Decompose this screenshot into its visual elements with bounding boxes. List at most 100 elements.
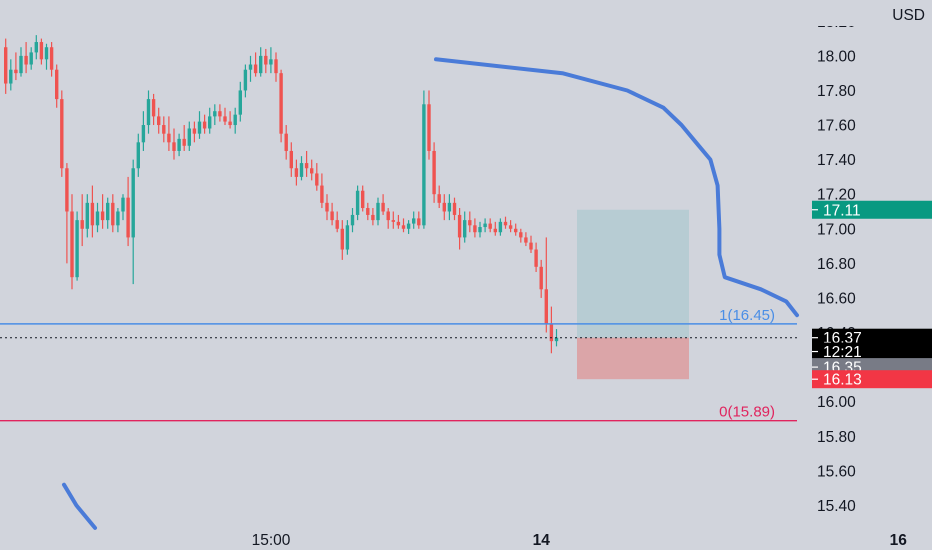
candle-body	[136, 142, 140, 169]
currency-label[interactable]: USD	[892, 7, 925, 24]
fib-level-0-label: 0(15.89)	[719, 404, 775, 421]
candle-down	[514, 223, 518, 236]
candle-body	[422, 104, 426, 226]
candle-up	[243, 64, 248, 98]
candle-down	[65, 163, 69, 264]
candle-body	[9, 69, 13, 84]
candle-body	[524, 237, 528, 243]
volume-profile-curve-upper	[434, 57, 799, 318]
candle-up	[136, 133, 140, 177]
candle-down	[488, 218, 492, 233]
candle-down	[361, 185, 365, 212]
stop-zone[interactable]	[577, 337, 689, 380]
candle-up	[269, 47, 273, 74]
candle-up	[376, 197, 380, 226]
price-tick-label: 17.00	[817, 221, 856, 238]
candle-up	[9, 59, 13, 91]
candle-down	[335, 211, 339, 233]
candle-down	[289, 142, 293, 177]
candle-body	[14, 69, 18, 74]
candle-body	[544, 289, 548, 324]
candle-body	[350, 214, 355, 226]
candle-up	[177, 133, 181, 157]
price-tag-green[interactable]: 17.11	[812, 200, 932, 220]
price-tick-label: 17.20	[817, 187, 856, 204]
candle-body	[493, 228, 497, 233]
candle-down	[401, 218, 406, 233]
candle-down	[55, 64, 59, 108]
candle-down	[340, 220, 344, 260]
candle-down	[304, 150, 309, 177]
candle-up	[116, 208, 120, 233]
candle-down	[253, 52, 258, 77]
candle-body	[146, 99, 151, 126]
candle-down	[442, 194, 446, 221]
candle-down	[24, 42, 28, 74]
candle-body	[463, 220, 467, 238]
candle-body	[381, 202, 385, 212]
candle-down	[182, 125, 186, 151]
candle-down	[508, 220, 513, 233]
candle-body	[238, 90, 242, 115]
candle-down	[539, 259, 543, 298]
candle-body	[141, 125, 146, 143]
candle-body	[121, 197, 125, 212]
candle-up	[141, 111, 146, 151]
candle-body	[483, 223, 487, 228]
candle-body	[401, 225, 406, 229]
candle-body	[529, 242, 533, 250]
candle-down	[228, 111, 232, 129]
price-axis[interactable]: 15.4015.6015.8016.0016.2016.4016.6016.80…	[800, 0, 932, 550]
candle-down	[162, 116, 166, 143]
candle-body	[264, 55, 268, 65]
candle-body	[294, 168, 299, 177]
candle-up	[299, 156, 304, 181]
candle-down	[417, 211, 421, 229]
candle-up	[259, 47, 263, 77]
candle-body	[361, 190, 365, 209]
price-tick-label: 17.60	[817, 118, 856, 135]
candle-down	[100, 194, 105, 229]
candle-down	[330, 202, 334, 226]
price-tag-label: 12:21	[823, 344, 862, 361]
price-tag-background	[812, 370, 932, 389]
candle-down	[223, 107, 227, 126]
candle-body	[366, 208, 370, 215]
candle-body	[386, 211, 390, 221]
candle-body	[396, 221, 401, 226]
candle-body	[253, 64, 258, 74]
candle-up	[29, 47, 33, 70]
candle-body	[49, 47, 54, 70]
candle-up	[34, 35, 38, 60]
candle-body	[187, 128, 191, 146]
candle-body	[437, 194, 441, 203]
candle-body	[106, 202, 110, 221]
candle-down	[49, 42, 54, 77]
candle-up	[406, 220, 411, 234]
candle-down	[437, 185, 441, 209]
candle-down	[274, 52, 278, 82]
candle-body	[116, 211, 120, 226]
time-tick-label: 14	[533, 532, 551, 549]
price-tick-label: 16.60	[817, 290, 856, 307]
candle-body	[65, 168, 69, 212]
candle-body	[539, 266, 543, 290]
price-tag-red[interactable]: 16.13	[812, 370, 932, 389]
candle-down	[157, 107, 161, 134]
candle-down	[310, 159, 314, 181]
target-zone[interactable]	[577, 209, 689, 338]
price-tag-black[interactable]: 12:21	[812, 342, 932, 362]
price-tick-label: 16.80	[817, 256, 856, 273]
candle-body	[162, 125, 166, 134]
candle-down	[452, 197, 457, 221]
candle-body	[554, 337, 559, 342]
price-tag-background	[812, 200, 932, 219]
candle-up	[19, 47, 23, 77]
candle-down	[320, 173, 324, 209]
time-axis[interactable]: 15:00 14 16	[252, 532, 908, 549]
candle-body	[478, 227, 482, 233]
candle-body	[447, 202, 452, 212]
time-tick-label: 16	[890, 532, 908, 549]
